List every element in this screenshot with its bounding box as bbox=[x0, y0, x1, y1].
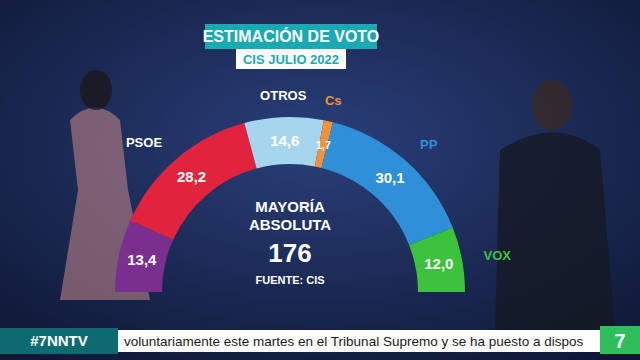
arc-segment bbox=[244, 117, 324, 168]
majority-number: 176 bbox=[268, 238, 311, 268]
category-label: PSOE bbox=[126, 135, 162, 150]
arcs bbox=[115, 117, 465, 292]
ticker-text: voluntariamente este martes en el Tribun… bbox=[124, 334, 584, 349]
category-label: Cs bbox=[325, 93, 342, 108]
plot-area bbox=[115, 117, 465, 292]
center-label: ABSOLUTA bbox=[249, 216, 331, 233]
title: ESTIMACIÓN DE VOTO bbox=[203, 27, 380, 45]
logo: 7 bbox=[614, 330, 625, 352]
data-label: 14,6 bbox=[270, 132, 299, 149]
category-labels: PSOE OTROS Cs PP VOX bbox=[126, 88, 511, 263]
category-label: PP bbox=[420, 137, 438, 152]
canvas: ESTIMACIÓN DE VOTO CIS JULIO 2022 13,4 28,2… bbox=[0, 0, 640, 360]
source: FUENTE: CIS bbox=[255, 274, 324, 286]
presenters bbox=[60, 70, 615, 330]
data-labels: 13,4 28,2 14,6 1,7 30,1 12,0 bbox=[127, 132, 453, 272]
arc-segment bbox=[321, 122, 452, 245]
presenter-left-head bbox=[80, 70, 112, 110]
category-label: VOX bbox=[484, 248, 512, 263]
center-label: MAYORÍA bbox=[255, 198, 325, 215]
subtitle-box bbox=[236, 49, 346, 69]
logo-box bbox=[600, 326, 640, 354]
data-label: 1,7 bbox=[316, 139, 331, 151]
category-label: OTROS bbox=[260, 88, 307, 103]
subtitle: CIS JULIO 2022 bbox=[243, 52, 339, 67]
data-label: 12,0 bbox=[424, 255, 453, 272]
presenter-right bbox=[495, 133, 615, 331]
background bbox=[0, 0, 640, 360]
data-label: 30,1 bbox=[375, 169, 404, 186]
data-label: 28,2 bbox=[177, 168, 206, 185]
hashtag-box bbox=[0, 328, 118, 354]
presenter-right-head bbox=[532, 80, 572, 130]
data-label: 13,4 bbox=[127, 251, 157, 268]
chart-container: ESTIMACIÓN DE VOTO CIS JULIO 2022 13,4 28,2… bbox=[0, 0, 640, 360]
arc-segment bbox=[409, 228, 465, 292]
hashtag: #7NNTV bbox=[30, 332, 88, 349]
